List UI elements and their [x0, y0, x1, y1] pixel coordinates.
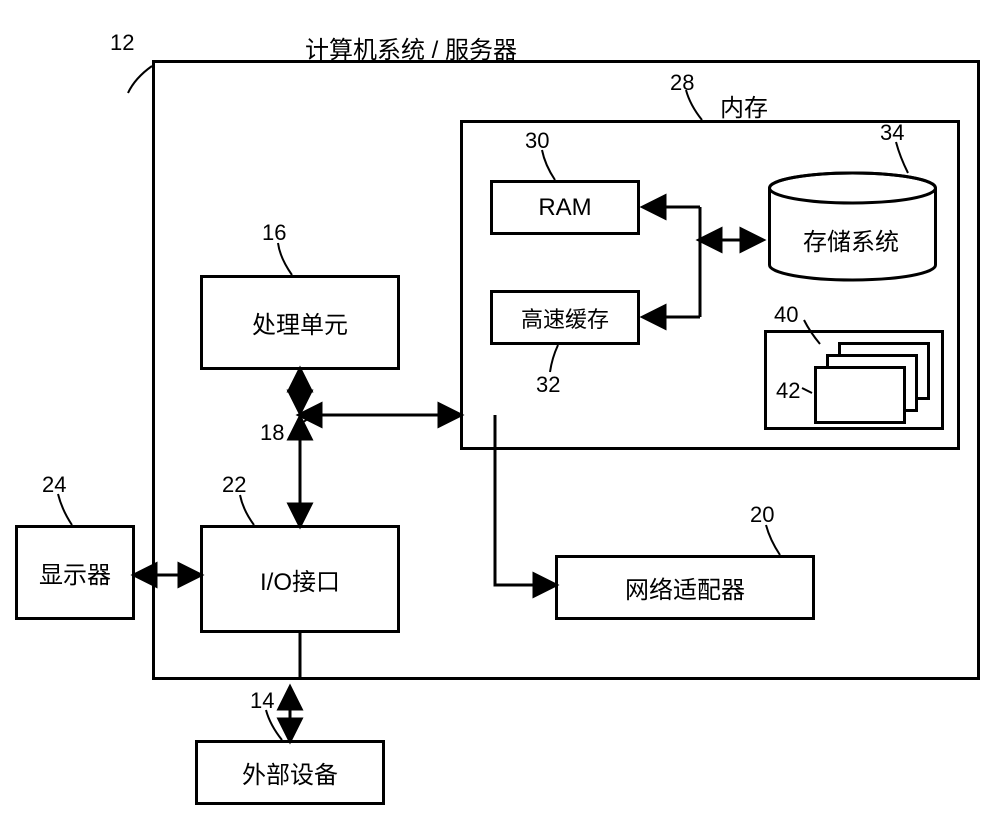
display-label: 显示器 — [39, 555, 111, 590]
ref-12: 12 — [110, 30, 134, 56]
ram-label: RAM — [538, 194, 591, 222]
ref-20: 20 — [750, 502, 774, 528]
leader-14 — [266, 710, 282, 740]
node-display: 显示器 — [15, 525, 135, 620]
node-processing-unit: 处理单元 — [200, 275, 400, 370]
leader-24 — [58, 494, 72, 525]
ref-22: 22 — [222, 472, 246, 498]
storage-label: 存储系统 — [803, 222, 899, 257]
node-ram: RAM — [490, 180, 640, 235]
node-cache: 高速缓存 — [490, 290, 640, 345]
ref-34: 34 — [880, 120, 904, 146]
ref-30: 30 — [525, 128, 549, 154]
cache-label: 高速缓存 — [521, 302, 609, 334]
ref-28: 28 — [670, 70, 694, 96]
title-label: 计算机系统 / 服务器 — [305, 30, 517, 65]
ref-16: 16 — [262, 220, 286, 246]
net-label: 网络适配器 — [625, 570, 745, 605]
ref-40: 40 — [774, 302, 798, 328]
node-network-adapter: 网络适配器 — [555, 555, 815, 620]
node-external-device: 外部设备 — [195, 740, 385, 805]
pu-label: 处理单元 — [252, 305, 348, 340]
diagram-canvas: 计算机系统 / 服务器 12 内存 28 RAM 30 高速缓存 32 存储系统… — [0, 0, 1000, 818]
ref-24: 24 — [42, 472, 66, 498]
ext-label: 外部设备 — [242, 755, 338, 790]
ref-14: 14 — [250, 688, 274, 714]
module-card-1 — [814, 366, 906, 424]
ref-32: 32 — [536, 372, 560, 398]
io-label: I/O接口 — [260, 562, 340, 597]
memory-label: 内存 — [720, 88, 768, 123]
ref-42: 42 — [776, 378, 800, 404]
leader-12 — [128, 66, 152, 93]
node-io: I/O接口 — [200, 525, 400, 633]
ref-18: 18 — [260, 420, 284, 446]
